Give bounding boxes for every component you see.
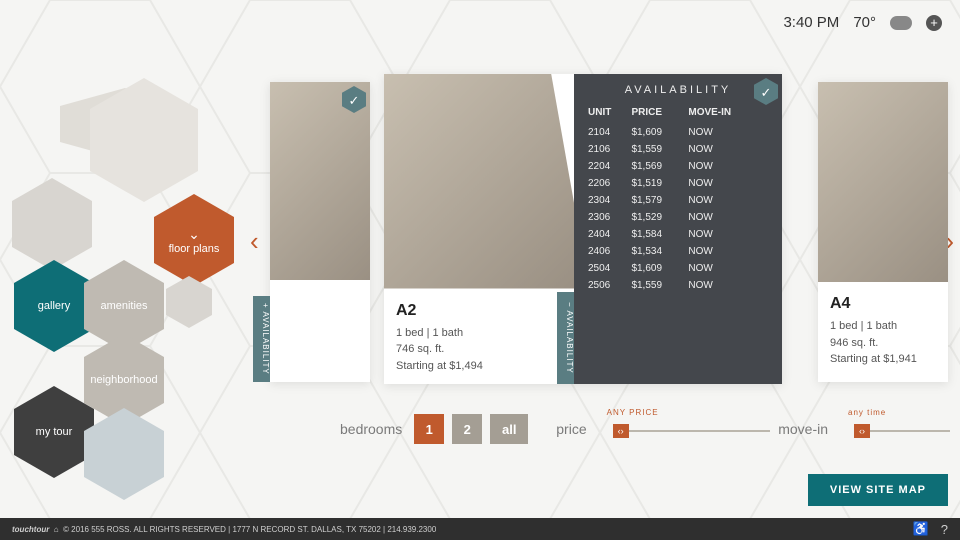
footer-bar: touchtour ⌂ © 2016 555 ROSS. ALL RIGHTS …: [0, 518, 960, 540]
floorplan-card-a4[interactable]: A4 1 bed | 1 bath 946 sq. ft. Starting a…: [818, 82, 948, 382]
bedroom-filter-all[interactable]: all: [490, 414, 528, 444]
nav-hex-decor: [90, 78, 198, 202]
add-button[interactable]: +: [926, 15, 942, 31]
movein-label: move-in: [778, 421, 828, 437]
availability-row[interactable]: 2506$1,559NOW: [588, 277, 768, 294]
availability-row[interactable]: 2106$1,559NOW: [588, 141, 768, 158]
availability-row[interactable]: 2504$1,609NOW: [588, 260, 768, 277]
accessibility-icon[interactable]: ♿: [913, 521, 929, 537]
availability-row[interactable]: 2204$1,569NOW: [588, 158, 768, 175]
availability-table: UNIT PRICE MOVE-IN 2104$1,609NOW2106$1,5…: [588, 104, 768, 294]
availability-row[interactable]: 2304$1,579NOW: [588, 192, 768, 209]
nav-my-tour[interactable]: my tour: [14, 386, 94, 478]
availability-row[interactable]: 2206$1,519NOW: [588, 175, 768, 192]
bedrooms-label: bedrooms: [340, 421, 402, 437]
floorplan-thumb: [384, 74, 574, 289]
availability-title: AVAILABILITY: [588, 84, 768, 96]
availability-toggle[interactable]: − AVAILABILITY: [557, 292, 574, 384]
carousel-prev[interactable]: ‹: [250, 226, 259, 257]
weather-icon: [890, 16, 912, 30]
bedroom-filter-1[interactable]: 1: [414, 414, 444, 444]
availability-row[interactable]: 2406$1,534NOW: [588, 243, 768, 260]
floorplan-meta: A4 1 bed | 1 bath 946 sq. ft. Starting a…: [818, 282, 948, 378]
availability-row[interactable]: 2306$1,529NOW: [588, 209, 768, 226]
clock-time: 3:40 PM: [783, 14, 839, 31]
availability-panel: AVAILABILITY UNIT PRICE MOVE-IN 2104$1,6…: [574, 74, 782, 384]
weather-temp: 70°: [853, 14, 876, 31]
availability-toggle[interactable]: + AVAILABILITY: [253, 296, 270, 382]
floorplan-meta: A2 1 bed | 1 bath 746 sq. ft. Starting a…: [384, 289, 574, 385]
nav-hex-decor: [166, 276, 212, 328]
view-site-map-button[interactable]: VIEW SITE MAP: [808, 474, 948, 506]
floorplan-card-a1[interactable]: ✓ + AVAILABILITY: [270, 82, 370, 382]
price-slider[interactable]: ANY PRICE ‹›: [599, 416, 771, 442]
availability-row[interactable]: 2104$1,609NOW: [588, 124, 768, 141]
floorplan-thumb: [818, 82, 948, 282]
floorplan-card-a2[interactable]: ✓ A2 1 bed | 1 bath 746 sq. ft. Starting…: [384, 74, 782, 384]
movein-slider[interactable]: any time ‹›: [840, 416, 950, 442]
bedroom-filter-2[interactable]: 2: [452, 414, 482, 444]
help-icon[interactable]: ?: [941, 522, 948, 537]
availability-row[interactable]: 2404$1,584NOW: [588, 226, 768, 243]
nav-gallery[interactable]: gallery: [14, 260, 94, 352]
nav-floor-plans[interactable]: ⌄floor plans: [154, 194, 234, 286]
nav-hex-decor: [84, 408, 164, 500]
price-label: price: [556, 421, 586, 437]
nav-hex-decor: [12, 178, 92, 270]
